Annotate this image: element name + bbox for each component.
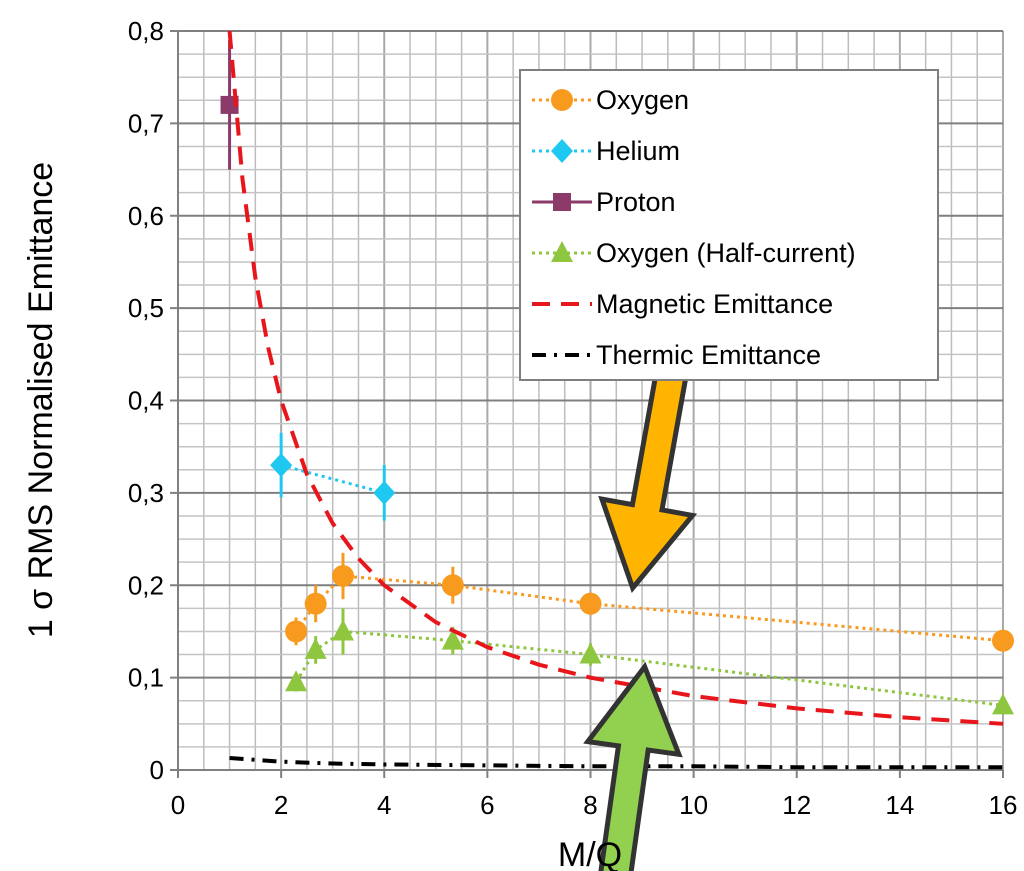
y-tick-label: 0,8 — [128, 16, 164, 46]
legend-label: Oxygen (Half-current) — [596, 238, 856, 268]
data-point — [551, 241, 573, 262]
series-0 — [285, 552, 1014, 652]
legend-label: Oxygen — [596, 85, 689, 115]
legend-label: Proton — [596, 187, 676, 217]
series-layer — [220, 30, 1014, 770]
x-tick-label: 12 — [782, 790, 811, 820]
legend-item: Thermic Emittance — [532, 340, 821, 370]
y-tick-label: 0,4 — [128, 386, 164, 416]
y-axis-title: 1 σ RMS Normalised Emittance — [22, 162, 60, 638]
data-point — [441, 628, 464, 650]
x-tick-label: 2 — [274, 790, 288, 820]
x-tick-label: 16 — [989, 790, 1018, 820]
data-point — [285, 670, 308, 692]
data-point — [270, 453, 293, 478]
axes: 0 2 4 6 8 10 12 14 16 0 0,1 0,2 0,3 0,4 0,5 0,6 0,7 0,8 — [128, 16, 1018, 820]
x-tick-label: 0 — [171, 790, 185, 820]
y-tick-label: 0,3 — [128, 478, 164, 508]
data-point — [579, 592, 602, 615]
data-point — [304, 592, 327, 615]
series-4 — [227, 30, 1004, 726]
legend-label: Thermic Emittance — [596, 340, 821, 370]
series-1 — [270, 432, 396, 521]
series-line — [227, 30, 1004, 726]
data-point — [285, 620, 308, 643]
data-point — [332, 565, 354, 588]
data-point — [332, 619, 354, 641]
x-tick-label: 10 — [679, 790, 708, 820]
series-line — [229, 755, 1003, 770]
data-point — [553, 193, 571, 211]
legend-label: Magnetic Emittance — [596, 289, 833, 319]
series-5 — [229, 755, 1003, 770]
legend-item: Proton — [532, 187, 676, 217]
data-point — [992, 693, 1014, 715]
legend-label: Helium — [596, 136, 680, 166]
x-tick-label: 4 — [377, 790, 391, 820]
y-tick-label: 0,1 — [128, 663, 164, 693]
y-tick-label: 0 — [150, 755, 164, 785]
data-point — [551, 139, 573, 163]
data-point — [551, 89, 573, 111]
highlight-arrow-green — [583, 661, 683, 871]
legend-item: Helium — [532, 136, 680, 166]
legend: Oxygen Helium Proton Oxygen (Half-current) M… — [519, 69, 939, 381]
y-tick-label: 0,7 — [128, 108, 164, 138]
x-tick-label: 14 — [885, 790, 914, 820]
x-tick-label: 8 — [583, 790, 597, 820]
data-point — [579, 642, 602, 664]
y-tick-label: 0,6 — [128, 201, 164, 231]
data-point — [992, 629, 1014, 652]
data-point — [304, 637, 327, 659]
legend-item: Oxygen — [532, 85, 689, 115]
series-3 — [285, 608, 1014, 715]
legend-item: Magnetic Emittance — [532, 289, 833, 319]
y-tick-label: 0,2 — [128, 570, 164, 600]
x-axis-title: M/Q — [558, 836, 622, 871]
y-tick-label: 0,5 — [128, 293, 164, 323]
legend-item: Oxygen (Half-current) — [532, 238, 856, 268]
data-point — [441, 574, 464, 597]
x-tick-label: 6 — [480, 790, 494, 820]
legend-box — [519, 69, 939, 381]
data-point — [373, 480, 396, 505]
